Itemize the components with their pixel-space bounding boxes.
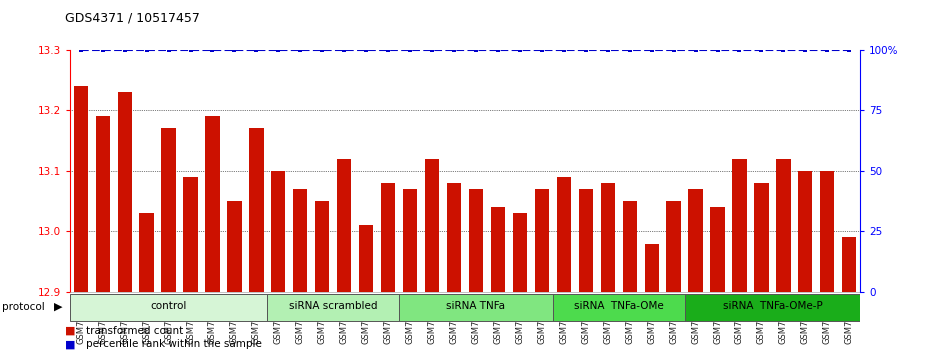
Bar — [337, 159, 352, 292]
Bar — [820, 171, 834, 292]
Text: ▶: ▶ — [54, 302, 62, 312]
Bar — [535, 189, 549, 292]
Bar — [162, 129, 176, 292]
Bar — [425, 159, 439, 292]
Bar — [315, 201, 329, 292]
Bar — [491, 207, 505, 292]
Bar — [798, 171, 813, 292]
Bar — [578, 189, 593, 292]
Bar — [117, 92, 132, 292]
Bar — [843, 238, 857, 292]
Bar — [399, 293, 552, 321]
Bar — [512, 213, 527, 292]
Bar — [227, 201, 242, 292]
Text: siRNA  TNFa-OMe: siRNA TNFa-OMe — [574, 302, 664, 312]
Bar — [732, 159, 747, 292]
Text: siRNA scrambled: siRNA scrambled — [289, 302, 378, 312]
Bar — [644, 244, 658, 292]
Bar — [688, 189, 703, 292]
Bar — [70, 293, 267, 321]
Bar — [711, 207, 724, 292]
Bar — [754, 183, 768, 292]
Bar — [206, 116, 219, 292]
Bar — [667, 201, 681, 292]
Bar — [359, 225, 373, 292]
Bar — [272, 171, 286, 292]
Bar — [96, 116, 110, 292]
Bar — [557, 177, 571, 292]
Bar — [73, 86, 87, 292]
Text: siRNA TNFa: siRNA TNFa — [446, 302, 506, 312]
Bar — [293, 189, 308, 292]
Bar — [403, 189, 418, 292]
Bar — [183, 177, 198, 292]
Bar — [140, 213, 153, 292]
Text: transformed count: transformed count — [86, 326, 183, 336]
Text: GDS4371 / 10517457: GDS4371 / 10517457 — [65, 12, 200, 25]
Bar — [622, 201, 637, 292]
Text: percentile rank within the sample: percentile rank within the sample — [86, 339, 261, 349]
Bar — [601, 183, 615, 292]
Bar — [381, 183, 395, 292]
Bar — [777, 159, 790, 292]
Text: siRNA  TNFa-OMe-P: siRNA TNFa-OMe-P — [723, 302, 822, 312]
Text: ■: ■ — [65, 339, 75, 349]
Bar — [267, 293, 399, 321]
Bar — [684, 293, 860, 321]
Bar — [469, 189, 483, 292]
Text: ■: ■ — [65, 326, 75, 336]
Text: protocol: protocol — [2, 302, 45, 312]
Bar — [552, 293, 684, 321]
Bar — [447, 183, 461, 292]
Text: control: control — [151, 302, 187, 312]
Bar — [249, 129, 263, 292]
